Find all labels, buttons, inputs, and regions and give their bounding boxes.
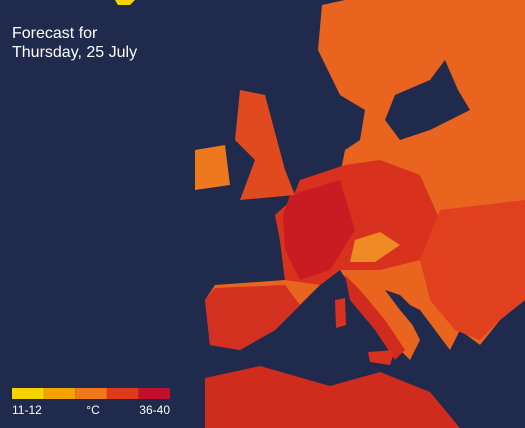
- legend-swatch: [75, 388, 107, 399]
- legend-swatch: [106, 388, 139, 399]
- title-line: Thursday, 25 July: [12, 44, 137, 61]
- sicily: [368, 350, 395, 365]
- great-britain: [235, 90, 295, 200]
- legend-label: 36-40: [139, 403, 170, 417]
- legend-swatch: [43, 388, 76, 399]
- legend-swatch: [12, 388, 44, 399]
- legend: 11-12 °C 36-40: [12, 388, 170, 417]
- alps: [350, 232, 400, 262]
- title-line: Forecast for: [12, 25, 98, 42]
- legend-swatch: [138, 388, 170, 399]
- iceland-tip: [115, 0, 135, 5]
- adriatic-sea: [385, 290, 430, 340]
- baltic-sea: [385, 60, 470, 140]
- italy: [345, 275, 405, 360]
- iberia: [205, 285, 300, 350]
- sardinia: [335, 298, 346, 328]
- balkans: [420, 200, 525, 340]
- legend-label: °C: [86, 403, 100, 417]
- land: [115, 0, 525, 428]
- north-africa: [205, 366, 460, 428]
- france: [283, 180, 355, 280]
- ireland: [195, 145, 230, 190]
- legend-label: 11-12: [12, 403, 42, 417]
